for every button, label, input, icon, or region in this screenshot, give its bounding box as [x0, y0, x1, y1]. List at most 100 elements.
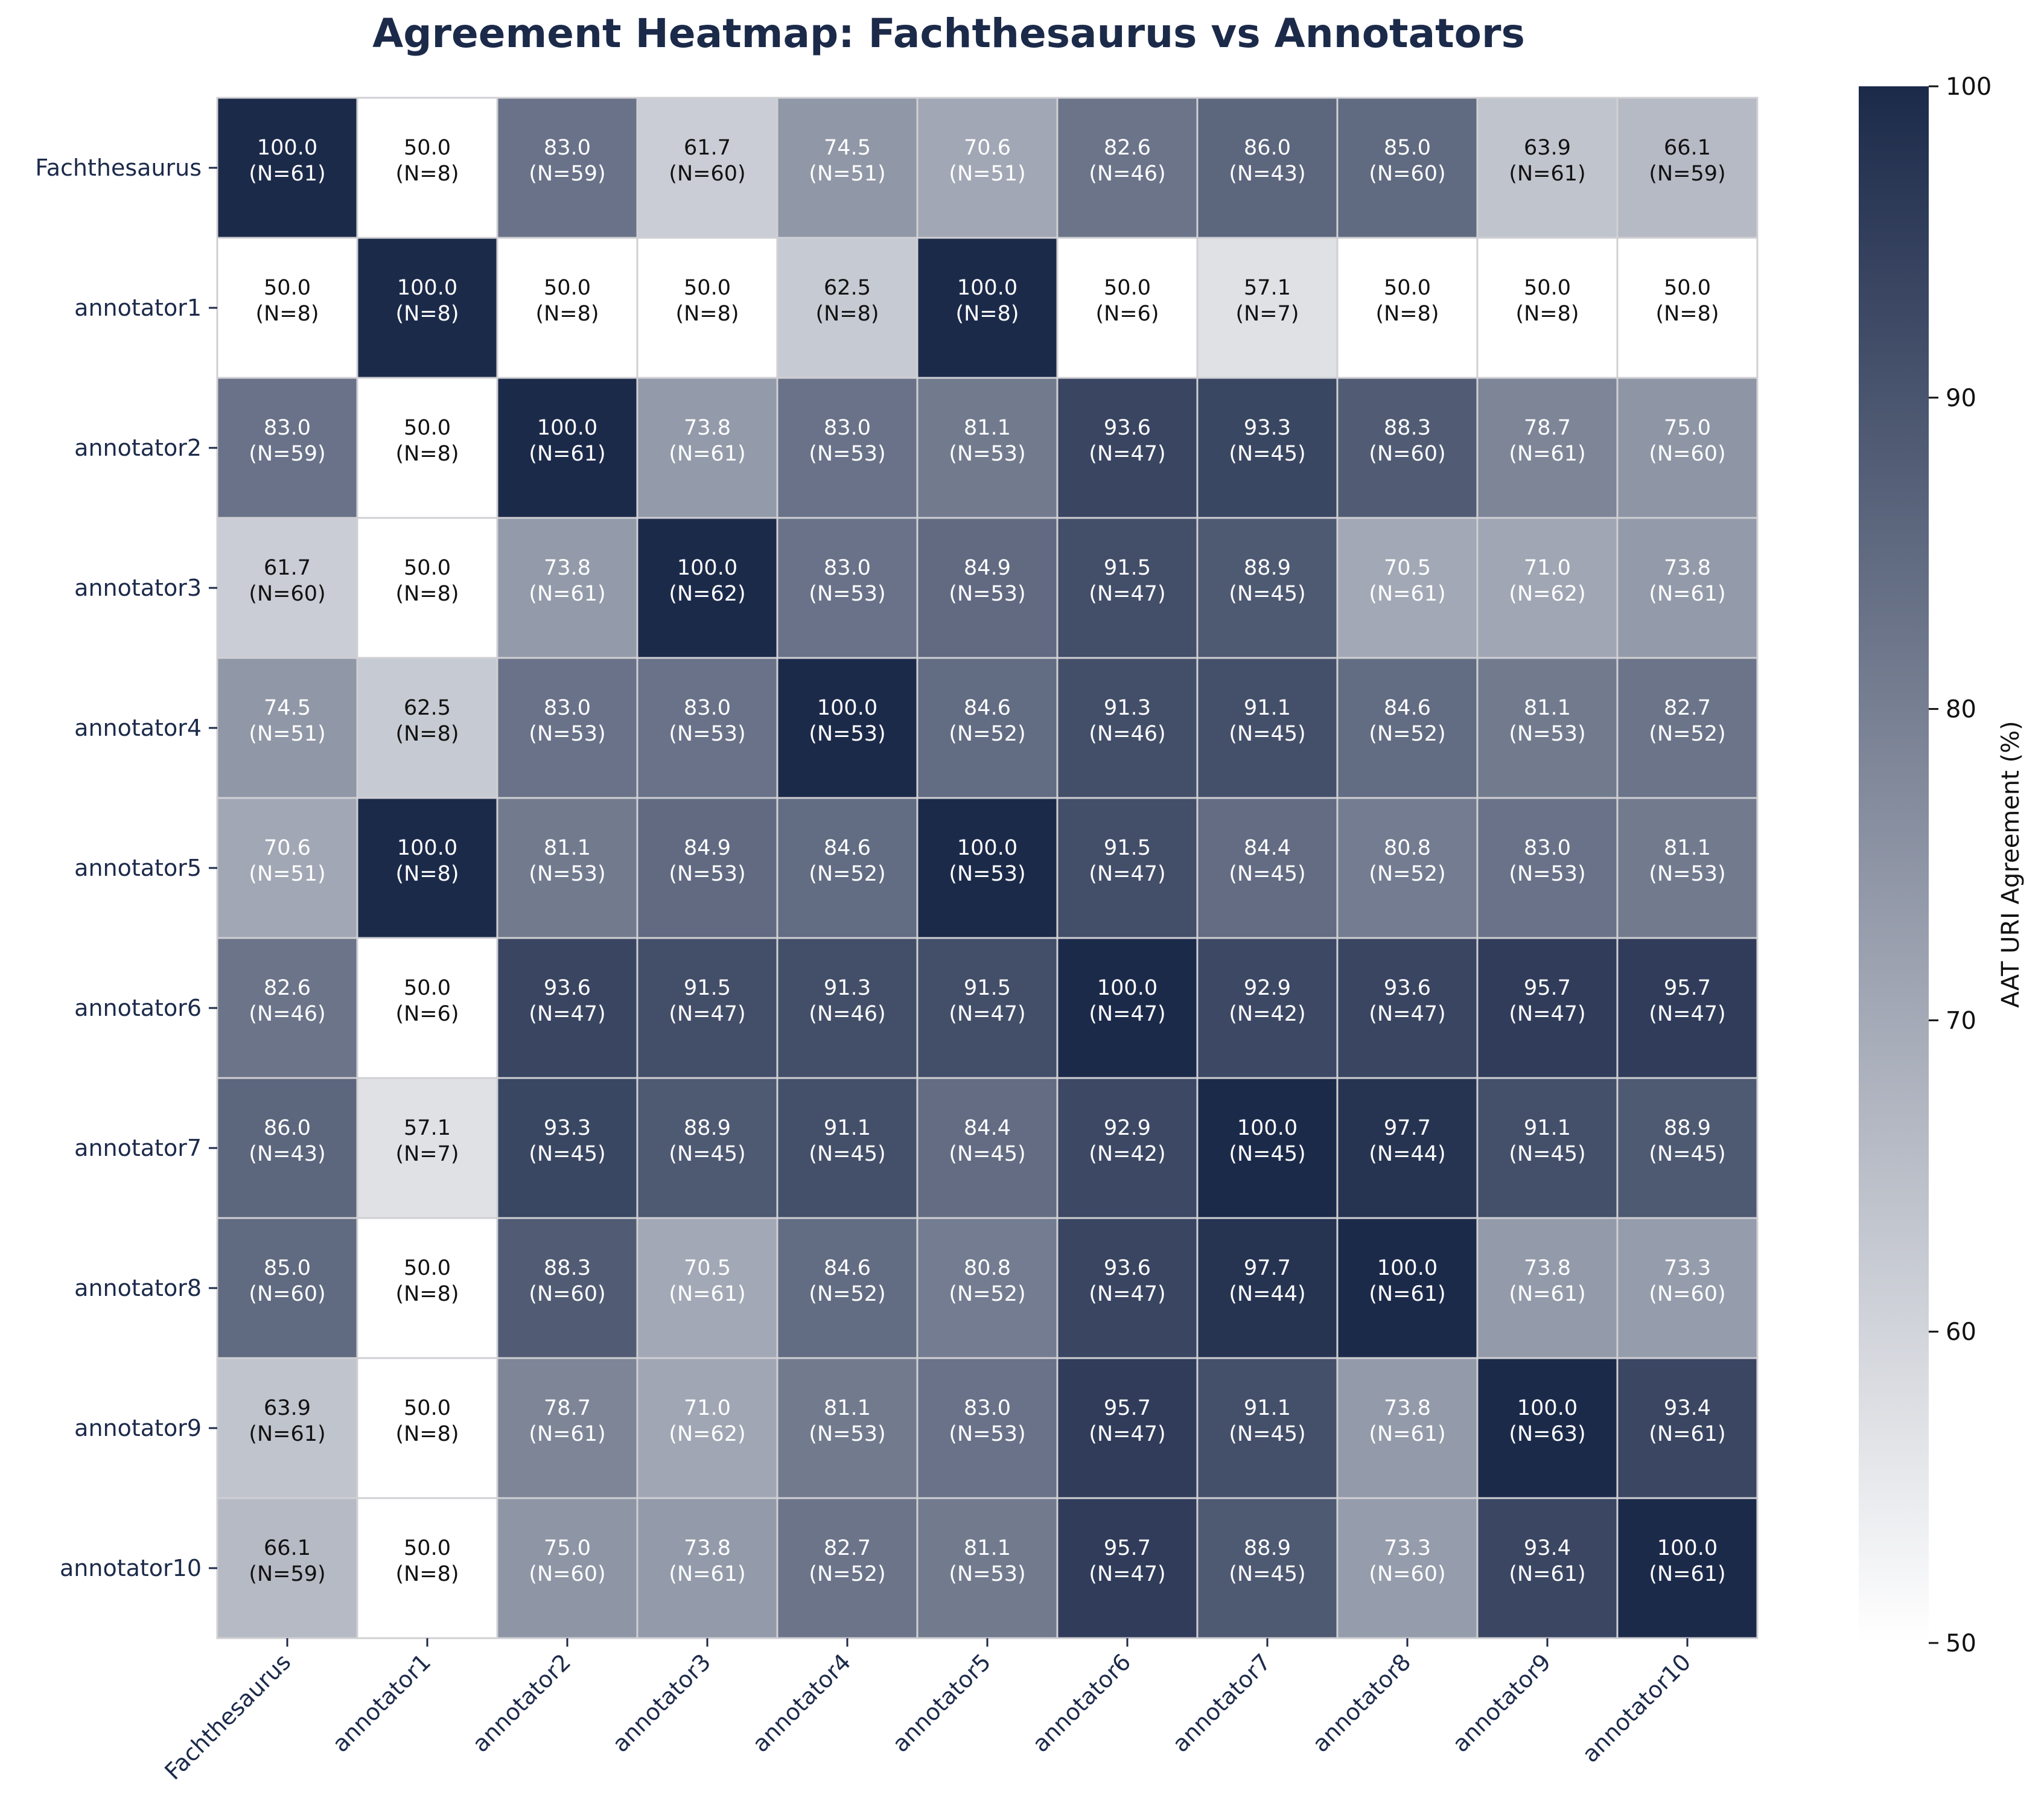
cell-value-label: 63.9 (N=61)	[1509, 136, 1585, 186]
cell-value-label: 71.0 (N=62)	[1509, 556, 1585, 606]
heatmap-cell	[356, 657, 498, 799]
cell-value-label: 81.1 (N=53)	[949, 1536, 1025, 1586]
cell-value-label: 97.7 (N=44)	[1369, 1116, 1445, 1166]
cell-value-label: 97.7 (N=44)	[1229, 1256, 1305, 1306]
cell-value-label: 83.0 (N=53)	[949, 1396, 1025, 1446]
colorbar-label: AAT URI Agreement (%)	[1997, 721, 2025, 1008]
cell-value-label: 95.7 (N=47)	[1089, 1396, 1165, 1446]
heatmap-cells: 100.0 (N=61) 50.0 (N=8) 83.0 (N=59) 61.7 (N=60)…	[216, 97, 1759, 1639]
cell-value-label: 70.6 (N=51)	[249, 836, 325, 886]
cell-value-label: 91.1 (N=45)	[809, 1116, 885, 1166]
cell-value-label: 86.0 (N=43)	[249, 1116, 325, 1166]
cell-value-label: 93.4 (N=61)	[1509, 1536, 1585, 1586]
cell-value-label: 50.0 (N=8)	[1375, 276, 1439, 326]
cell-value-label: 73.8 (N=61)	[529, 556, 605, 606]
heatmap-cell	[1056, 97, 1199, 239]
column-label: annotator7	[1167, 1648, 1276, 1757]
heatmap-cell	[1056, 377, 1199, 519]
heatmap-cell	[216, 1077, 358, 1219]
heatmap-cell	[496, 377, 638, 519]
heatmap-cell	[1056, 517, 1199, 659]
heatmap-cell	[916, 1077, 1059, 1219]
cell-value-label: 88.9 (N=45)	[1229, 1536, 1305, 1586]
colorbar-tick-label: 50	[1946, 1630, 1976, 1657]
heatmap-cell	[1616, 1497, 1759, 1639]
cell-value-label: 100.0 (N=53)	[809, 696, 885, 746]
cell-value-label: 81.1 (N=53)	[809, 1396, 885, 1446]
heatmap-cell	[1616, 1217, 1759, 1359]
heatmap-cell	[1616, 377, 1759, 519]
cell-value-label: 92.9 (N=42)	[1229, 976, 1305, 1026]
cell-value-label: 73.3 (N=60)	[1369, 1536, 1445, 1586]
heatmap-cell	[1196, 1497, 1339, 1639]
cell-value-label: 91.5 (N=47)	[1089, 836, 1165, 886]
cell-value-label: 80.8 (N=52)	[1369, 836, 1445, 886]
cell-value-label: 78.7 (N=61)	[1509, 416, 1585, 466]
cell-value-label: 81.1 (N=53)	[1649, 836, 1725, 886]
heatmap-cell	[1476, 657, 1619, 799]
cell-value-label: 84.4 (N=45)	[1229, 836, 1305, 886]
heatmap-cell	[1336, 937, 1479, 1079]
heatmap-cell	[636, 97, 778, 239]
cell-value-label: 95.7 (N=47)	[1089, 1536, 1165, 1586]
cell-value-label: 92.9 (N=42)	[1089, 1116, 1165, 1166]
cell-value-label: 100.0 (N=8)	[395, 836, 459, 886]
cell-value-label: 82.7 (N=52)	[1649, 696, 1725, 746]
heatmap-cell	[1196, 657, 1339, 799]
row-label: annotator4	[74, 715, 202, 741]
colorbar-tick-label: 100	[1946, 73, 1991, 101]
cell-value-label: 50.0 (N=6)	[1095, 276, 1159, 326]
cell-value-label: 74.5 (N=51)	[809, 136, 885, 186]
cell-value-label: 83.0 (N=59)	[249, 416, 325, 466]
row-label: annotator6	[74, 995, 202, 1021]
heatmap-cell	[1336, 1077, 1479, 1219]
cell-value-label: 62.5 (N=8)	[395, 696, 459, 746]
heatmap-cell	[1196, 1357, 1339, 1499]
heatmap-cell	[916, 377, 1059, 519]
heatmap-cell	[1336, 1497, 1479, 1639]
cell-value-label: 93.3 (N=45)	[529, 1116, 605, 1166]
heatmap-cell	[496, 97, 638, 239]
cell-value-label: 93.6 (N=47)	[1089, 416, 1165, 466]
cell-value-label: 93.3 (N=45)	[1229, 416, 1305, 466]
heatmap-cell	[636, 237, 778, 379]
column-label: annotator4	[747, 1648, 856, 1757]
cell-value-label: 50.0 (N=8)	[1655, 276, 1719, 326]
row-label: annotator7	[74, 1135, 202, 1161]
cell-value-label: 75.0 (N=60)	[1649, 416, 1725, 466]
cell-value-label: 50.0 (N=8)	[395, 416, 459, 466]
cell-value-label: 100.0 (N=62)	[669, 556, 745, 606]
cell-value-label: 81.1 (N=53)	[949, 416, 1025, 466]
cell-value-label: 80.8 (N=52)	[949, 1256, 1025, 1306]
cell-value-label: 70.5 (N=61)	[1369, 556, 1445, 606]
heatmap-cell	[916, 1357, 1059, 1499]
column-label: annotator8	[1307, 1648, 1416, 1757]
heatmap-cell	[1196, 377, 1339, 519]
cell-value-label: 91.3 (N=46)	[1089, 696, 1165, 746]
cell-value-label: 84.6 (N=52)	[949, 696, 1025, 746]
heatmap-cell	[1056, 797, 1199, 939]
cell-value-label: 83.0 (N=53)	[529, 696, 605, 746]
heatmap-cell	[1196, 237, 1339, 379]
heatmap-cell	[916, 657, 1059, 799]
heatmap-cell	[636, 657, 778, 799]
cell-value-label: 83.0 (N=53)	[809, 416, 885, 466]
column-label: annotator3	[607, 1648, 716, 1757]
cell-value-label: 91.5 (N=47)	[669, 976, 745, 1026]
cell-value-label: 91.5 (N=47)	[949, 976, 1025, 1026]
heatmap-cell	[1336, 237, 1479, 379]
cell-value-label: 88.9 (N=45)	[1649, 1116, 1725, 1166]
heatmap-cell	[1196, 937, 1339, 1079]
cell-value-label: 50.0 (N=8)	[675, 276, 739, 326]
heatmap-cell	[216, 1357, 358, 1499]
heatmap-cell	[1196, 797, 1339, 939]
cell-value-label: 91.5 (N=47)	[1089, 556, 1165, 606]
heatmap-cell	[356, 1217, 498, 1359]
cell-value-label: 50.0 (N=8)	[535, 276, 599, 326]
cell-value-label: 50.0 (N=8)	[255, 276, 319, 326]
cell-value-label: 57.1 (N=7)	[1235, 276, 1299, 326]
cell-value-label: 83.0 (N=59)	[529, 136, 605, 186]
heatmap-cell	[1196, 1217, 1339, 1359]
heatmap-cell	[356, 237, 498, 379]
